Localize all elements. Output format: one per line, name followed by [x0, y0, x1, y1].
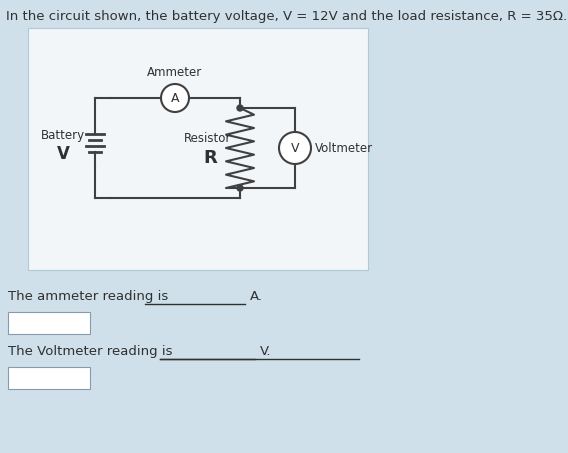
Text: The ammeter reading is: The ammeter reading is [8, 290, 168, 303]
Text: Resistor: Resistor [184, 131, 232, 145]
Text: The Voltmeter reading is: The Voltmeter reading is [8, 345, 173, 358]
Text: Battery: Battery [41, 130, 85, 143]
Circle shape [161, 84, 189, 112]
Circle shape [279, 132, 311, 164]
Text: A.: A. [250, 290, 263, 303]
Text: V: V [57, 145, 69, 163]
Text: R: R [203, 149, 217, 167]
Circle shape [237, 185, 243, 191]
Text: A: A [171, 92, 179, 105]
FancyBboxPatch shape [8, 312, 90, 334]
Circle shape [237, 105, 243, 111]
Text: In the circuit shown, the battery voltage, V = 12V and the load resistance, R = : In the circuit shown, the battery voltag… [6, 10, 567, 23]
FancyBboxPatch shape [8, 367, 90, 389]
Text: Voltmeter: Voltmeter [315, 141, 373, 154]
FancyBboxPatch shape [28, 28, 368, 270]
Text: Ammeter: Ammeter [147, 66, 203, 79]
Text: V: V [291, 141, 299, 154]
Text: V.: V. [260, 345, 272, 358]
